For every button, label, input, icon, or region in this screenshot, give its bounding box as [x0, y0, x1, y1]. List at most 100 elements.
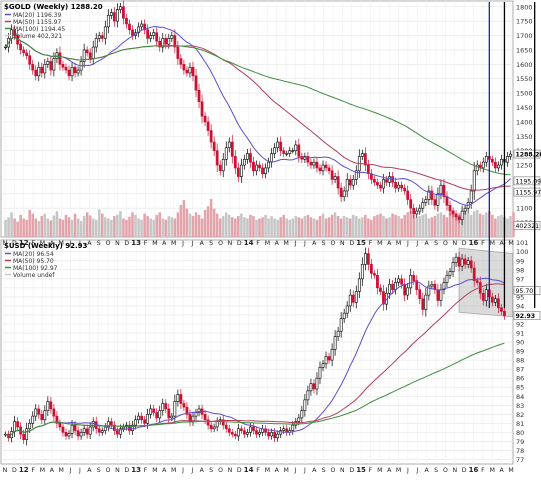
volume-bar: [131, 212, 134, 237]
candle-body: [439, 289, 443, 301]
x-tick-label: M: [265, 467, 270, 474]
volume-bar: [67, 217, 71, 237]
candle-body: [291, 424, 295, 431]
candle-body: [49, 61, 53, 71]
candle-body: [185, 69, 189, 74]
volume-bar: [246, 218, 249, 237]
volume-bar: [297, 217, 301, 237]
volume-bar: [203, 209, 207, 237]
volume-bar: [49, 220, 53, 237]
candle-body: [448, 271, 452, 276]
volume-bar: [291, 218, 295, 237]
volume-bar: [412, 214, 415, 237]
candle-body: [442, 282, 446, 290]
candle-body: [424, 199, 428, 203]
x-axis-gold: N D 12 F M A M J J A S O N D 13 F M A M J J A S O N D 14 F M A M J J A S O N…: [3, 239, 514, 247]
x-tick-label: M: [40, 467, 45, 474]
x-tick-label: M: [265, 240, 270, 247]
y-tick-label: 86: [516, 375, 524, 383]
candle-body: [179, 58, 183, 65]
candle-body: [354, 170, 358, 180]
candle-body: [164, 403, 168, 410]
x-tick-label: N: [340, 240, 345, 247]
candle-body: [382, 179, 385, 189]
candle-body: [224, 424, 228, 430]
volume-bar: [433, 216, 437, 237]
candle-body: [348, 179, 352, 186]
volume-bar: [273, 218, 276, 237]
x-tick-label: M: [377, 467, 382, 474]
price-tag-label: 1155.97: [516, 190, 541, 197]
y-tick-label: 95: [516, 293, 524, 301]
legend-entry: MA(50) 1155.97: [13, 19, 61, 26]
volume-bar: [97, 209, 101, 237]
volume-bar: [409, 211, 412, 237]
volume-bar: [324, 218, 328, 237]
legend-title: $GOLD (Weekly) 1288.20: [4, 3, 103, 11]
candle-body: [73, 66, 77, 74]
volume-bar: [10, 212, 13, 237]
candle-body: [306, 390, 310, 401]
volume-bar: [336, 216, 340, 237]
volume-bar: [255, 219, 258, 237]
candle-body: [484, 156, 488, 163]
candle-body: [333, 176, 337, 180]
candle-body: [363, 153, 367, 166]
x-tick-label: O: [106, 467, 111, 474]
price-tag-box: [513, 176, 541, 186]
volume-bar: [403, 214, 406, 237]
candle-body: [436, 193, 440, 206]
candle-body: [140, 23, 143, 28]
candle-body: [252, 161, 255, 172]
candle-body: [22, 49, 26, 54]
volume-bar: [400, 218, 403, 237]
candle-body: [264, 428, 267, 433]
candle-body: [82, 428, 86, 433]
y-tick-label: 1700: [516, 32, 533, 40]
candle-body: [376, 182, 379, 186]
candle-body: [360, 153, 364, 157]
volume-bar: [261, 217, 264, 237]
candle-body: [421, 202, 425, 209]
candle-body: [264, 167, 267, 174]
candle-body: [348, 294, 352, 307]
x-tick-label: A: [50, 467, 55, 474]
candle-body: [155, 412, 159, 419]
candle-body: [373, 179, 376, 183]
x-tick-label: F: [481, 240, 485, 247]
candle-body: [439, 184, 443, 195]
volume-bar: [264, 214, 267, 237]
volume-bar: [424, 213, 428, 237]
volume-bar: [146, 216, 149, 237]
candle-body: [427, 190, 431, 200]
volume-bar: [258, 218, 261, 237]
candle-body: [351, 294, 355, 303]
volume-bar: [394, 214, 397, 237]
x-tick-label: D: [124, 240, 129, 247]
candle-body: [25, 428, 29, 440]
candle-body: [203, 115, 207, 123]
volume-bar: [191, 216, 195, 237]
volume-bar: [506, 218, 509, 237]
candle-body: [176, 46, 180, 59]
candle-body: [43, 64, 47, 74]
candle-body: [170, 35, 174, 39]
volume-bar: [397, 216, 400, 237]
candle-body: [339, 318, 343, 332]
candle-body: [294, 144, 298, 151]
candle-body: [506, 156, 509, 163]
legend-entry: Volume 402,321: [13, 33, 62, 40]
volume-bar: [25, 219, 28, 237]
candle-body: [315, 161, 319, 169]
candle-body: [46, 401, 50, 412]
candle-body: [52, 408, 56, 417]
candle-body: [233, 433, 237, 437]
volume-bar: [40, 216, 44, 237]
volume-bar: [385, 218, 388, 237]
volume-bar: [439, 212, 443, 237]
volume-bar: [472, 211, 476, 237]
candle-body: [40, 414, 44, 421]
volume-bar: [218, 218, 222, 237]
x-tick-label: N: [228, 467, 233, 474]
candle-body: [227, 428, 231, 433]
